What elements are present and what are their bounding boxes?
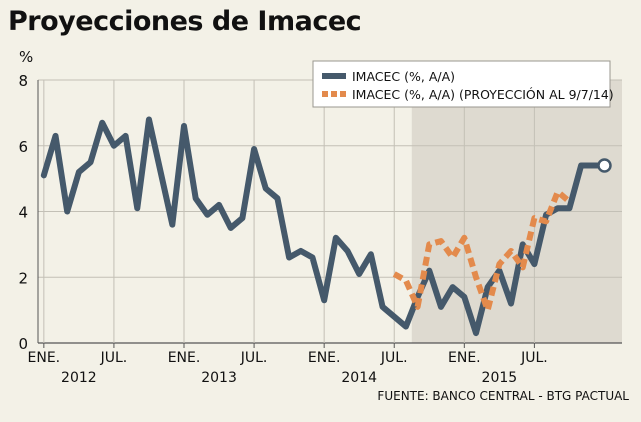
legend-box (312, 60, 611, 108)
projection-series-line (392, 188, 572, 314)
x-tick-label: ENE. (308, 350, 341, 366)
x-year-label: 2012 (61, 370, 97, 386)
chart-title: Proyecciones de Imacec (8, 6, 362, 37)
y-tick-label: 4 (18, 204, 28, 222)
y-tick-label: 8 (18, 72, 28, 90)
y-tick-label: 2 (18, 269, 28, 287)
imacec-series-line (40, 116, 608, 337)
series-layer (40, 116, 612, 337)
y-tick-label: 0 (18, 335, 28, 353)
legend: IMACEC (%, A/A) IMACEC (%, A/A) (PROYECCI… (312, 60, 614, 108)
x-tick-label: ENE. (28, 350, 61, 366)
x-tick-label: JUL. (240, 350, 268, 366)
x-tick-label: ENE. (448, 350, 481, 366)
x-tick-label: ENE. (168, 350, 201, 366)
x-year-label: 2014 (341, 370, 377, 386)
legend-label: IMACEC (%, A/A) (PROYECCIÓN AL 9/7/14) (352, 87, 614, 102)
source-note: FUENTE: BANCO CENTRAL - BTG PACTUAL (377, 389, 629, 403)
y-axis-label: % (19, 48, 33, 66)
x-year-label: 2013 (201, 370, 237, 386)
legend-label: IMACEC (%, A/A) (352, 69, 455, 84)
x-tick-label: JUL. (380, 350, 408, 366)
x-year-label: 2015 (482, 370, 518, 386)
x-tick-label: JUL. (100, 350, 128, 366)
x-tick-label: JUL. (520, 350, 548, 366)
y-tick-label: 6 (18, 138, 28, 156)
series-end-marker (597, 158, 612, 173)
